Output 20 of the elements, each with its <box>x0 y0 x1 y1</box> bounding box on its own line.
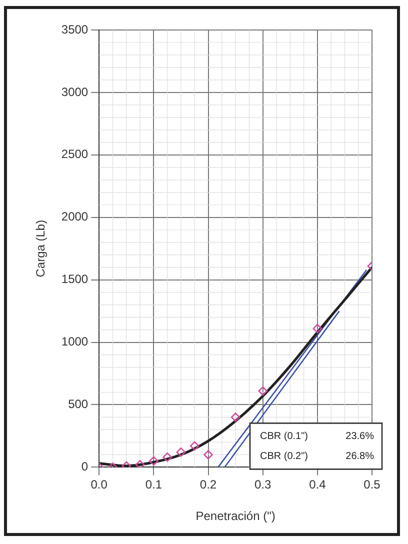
annotation: CBR (0.1") <box>260 430 308 442</box>
y-tick-label: 2500 <box>61 147 88 162</box>
y-axis-title: Carga (Lb) <box>34 220 48 278</box>
x-tick-label: 0.3 <box>254 478 272 492</box>
y-tick-label: 1000 <box>61 334 88 349</box>
x-axis-title: Penetración (") <box>196 509 276 524</box>
x-tick-label: 0.5 <box>364 478 381 492</box>
y-tick-label: 3000 <box>61 84 88 99</box>
y-tick-label: 2000 <box>61 210 88 224</box>
annotation: CBR (0.2") <box>260 450 308 462</box>
y-tick-label: 0 <box>81 460 88 474</box>
y-tick-label: 500 <box>68 397 88 412</box>
annotation: 23.6% <box>346 430 374 442</box>
y-tick-label: 1500 <box>61 272 88 286</box>
annotation: 26.8% <box>346 450 374 462</box>
x-tick-label: 0.2 <box>200 478 217 492</box>
x-tick-label: 0.4 <box>309 478 326 492</box>
x-tick-label: 0.0 <box>90 478 108 492</box>
y-tick-label: 3500 <box>61 22 88 36</box>
x-tick-label: 0.1 <box>145 478 162 492</box>
